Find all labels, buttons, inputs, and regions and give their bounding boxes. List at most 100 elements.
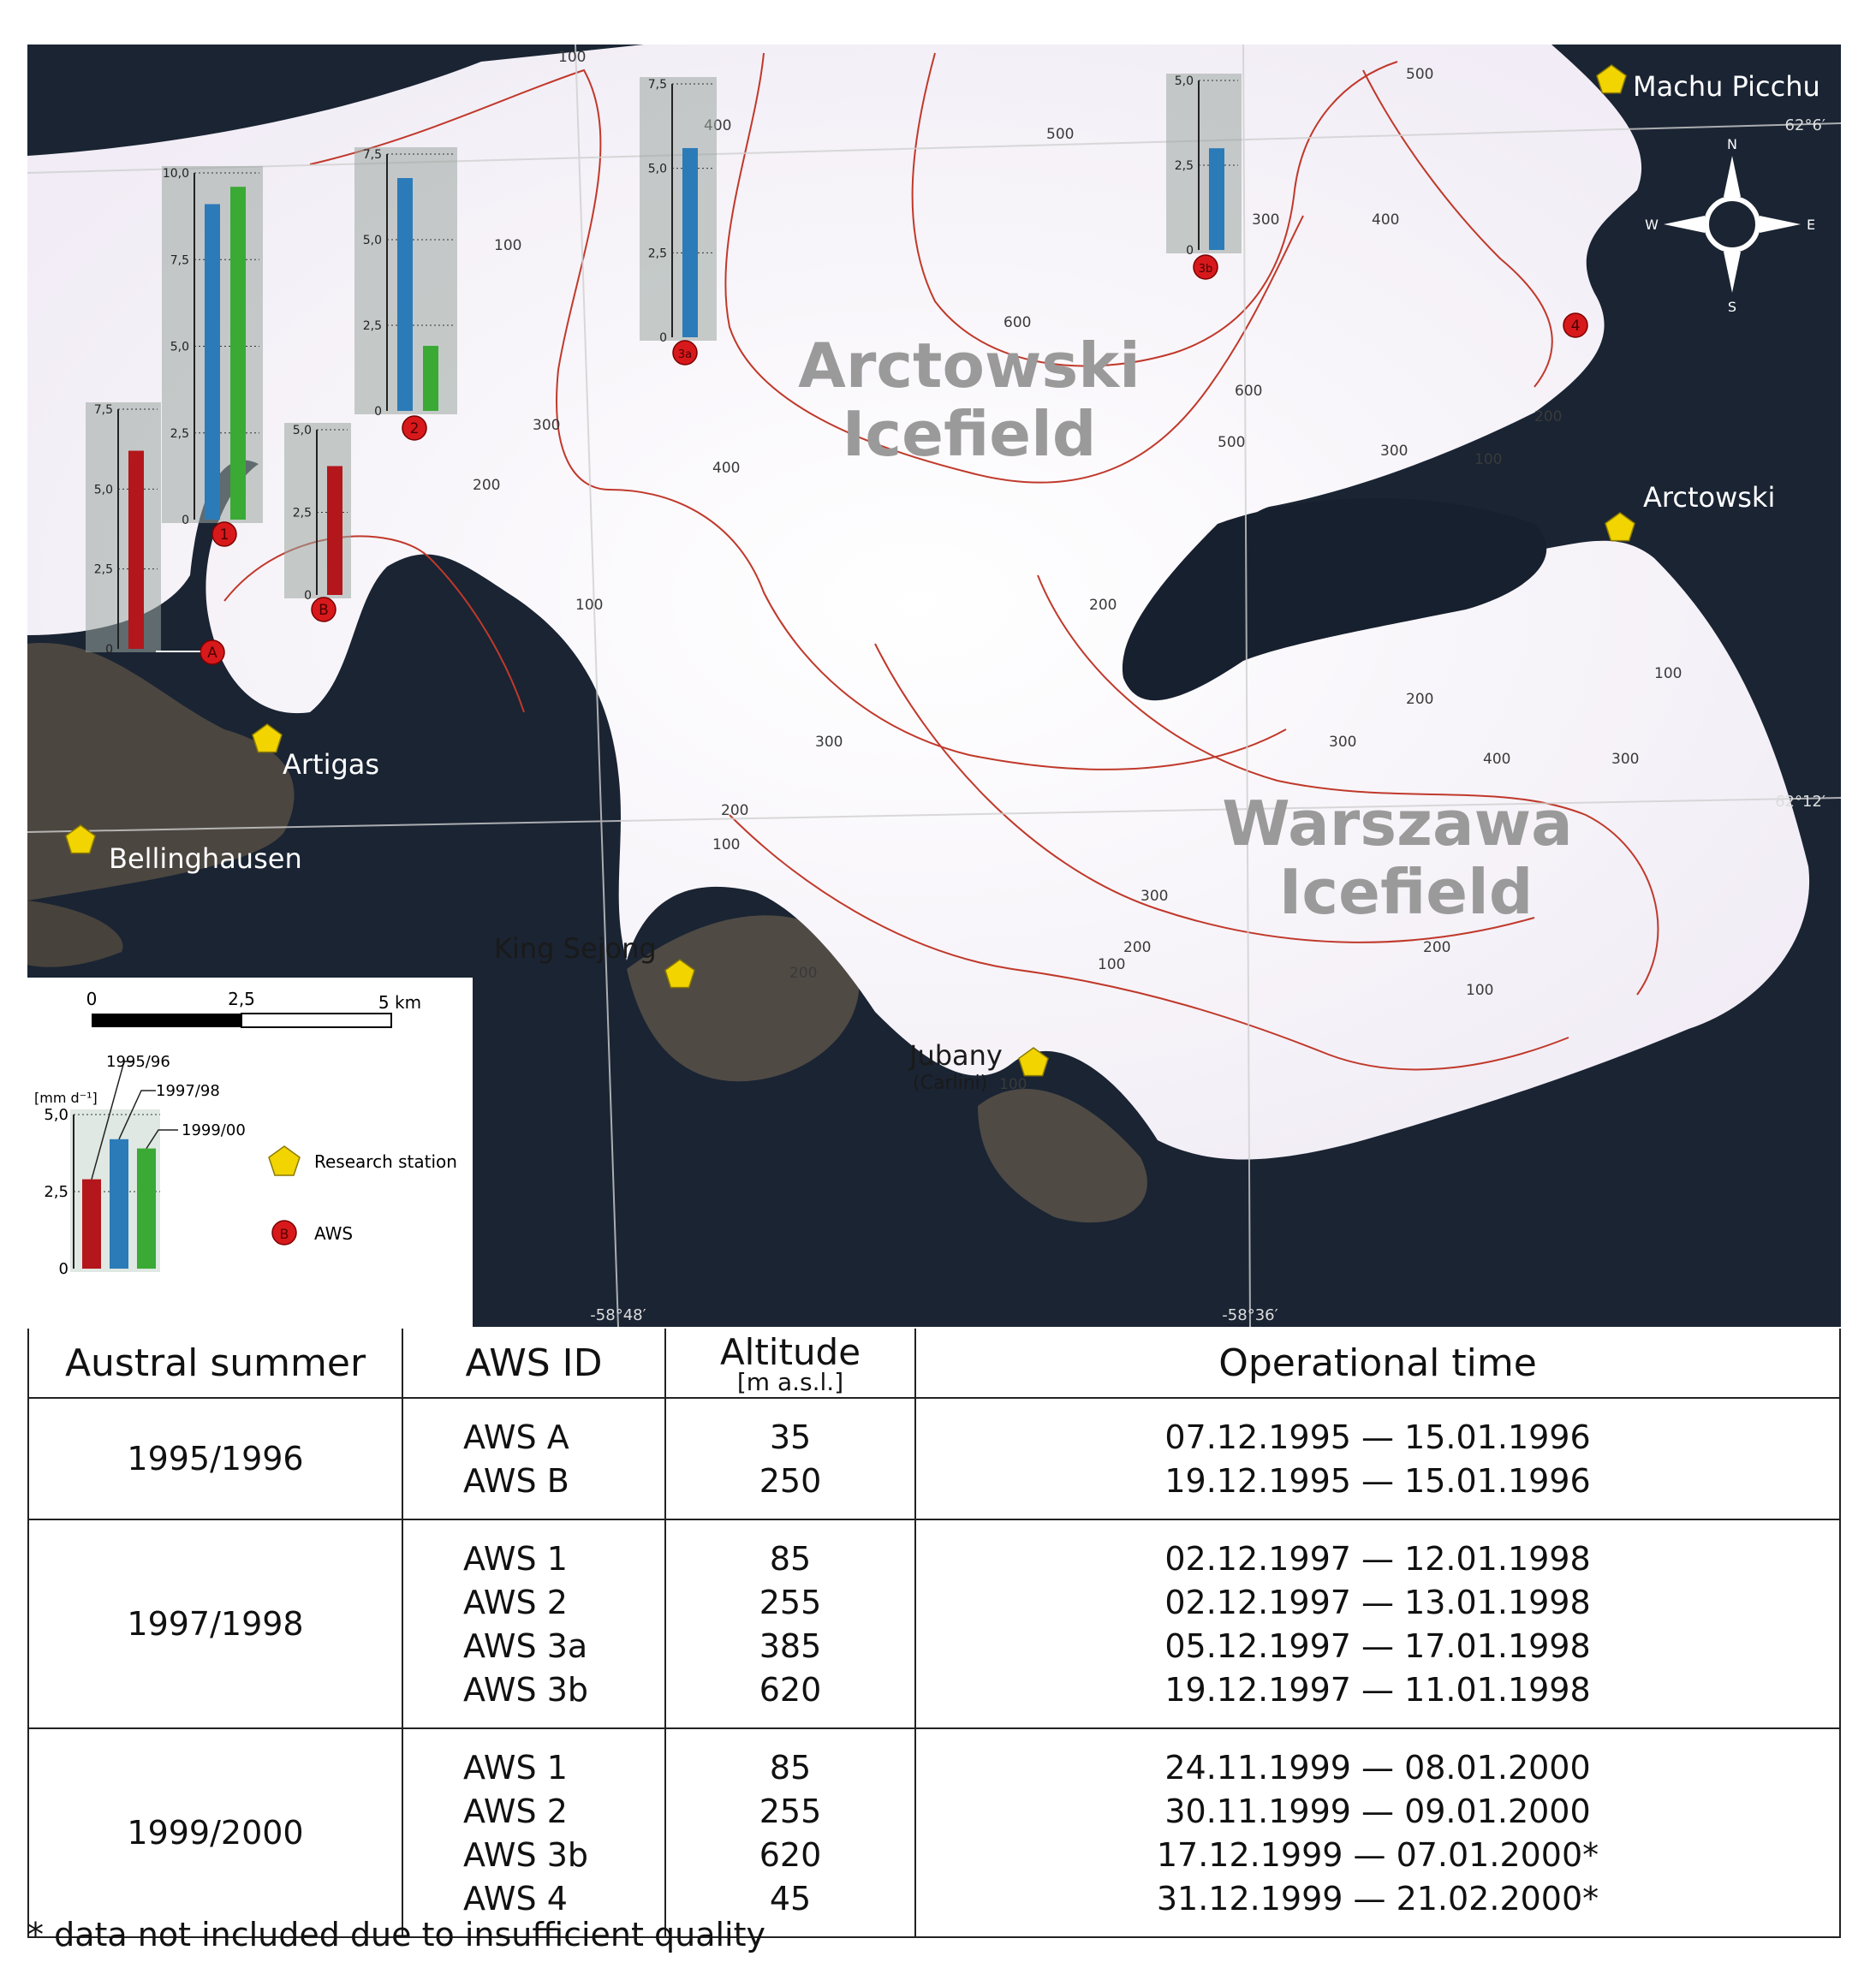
table-row-aws: AWS A	[463, 1418, 569, 1456]
table-group-row: 1995/1996 AWS A AWS B 35 250 07.12.1995 — 15.…	[27, 1398, 1841, 1520]
contour-label: 400	[712, 460, 740, 477]
table-row-aws: AWS B	[463, 1462, 569, 1500]
chart-tick-label: 2,5	[648, 247, 667, 260]
table-row-aws: AWS 2	[463, 1584, 568, 1621]
contour-label: 300	[1380, 443, 1408, 460]
aws-marker-label-1: 1	[220, 526, 229, 544]
chart-aws-B: 0 2,5 5,0	[284, 423, 351, 603]
legend-series-label: 1999/00	[182, 1121, 246, 1139]
table-row-aws: AWS 3b	[463, 1671, 588, 1709]
contour-label: 300	[815, 734, 843, 751]
chart-aws-3a: 0 2,5 5,0 7,5	[640, 77, 717, 345]
compass-arrow-w	[1664, 216, 1705, 233]
cell-op: 07.12.1995 — 15.01.1996 19.12.1995 — 15.0…	[914, 1398, 1841, 1520]
chart-tick-label: 7,5	[94, 403, 113, 417]
legend-bar-1995-96	[82, 1179, 101, 1269]
chart-tick-label: 2,5	[363, 319, 382, 333]
aws-marker-1	[211, 521, 237, 547]
station-jubany-sublabel: (Carlini)	[913, 1073, 987, 1094]
table-row-alt: 255	[759, 1584, 822, 1621]
table-group-row: 1999/2000 AWS 1 AWS 2 AWS 3b AWS 4 85 255 620 45…	[27, 1728, 1841, 1938]
contour-line	[724, 52, 1304, 484]
coord-lat-1: 62°6′	[1785, 116, 1825, 134]
chart-tick-label: 0	[182, 514, 189, 527]
table-header-row: Austral summer AWS ID Altitude [m a.s.l.…	[27, 1329, 1841, 1399]
contour-label: 200	[1534, 408, 1562, 425]
contour-line	[729, 814, 1569, 1071]
table-row-op: 07.12.1995 — 15.01.1996	[1164, 1418, 1591, 1456]
cell-op-list: 24.11.1999 — 08.01.2000 30.11.1999 — 09.0…	[916, 1729, 1839, 1936]
legend-bar-1999-00	[137, 1148, 156, 1269]
rocky-king-sejong	[627, 915, 860, 1082]
legend-series-label: 1995/96	[106, 1053, 170, 1071]
compass-arrow-e	[1760, 216, 1801, 233]
cell-austral-summer: 1999/2000	[27, 1728, 403, 1938]
contour-line	[874, 643, 1535, 943]
chart-background	[1166, 74, 1242, 253]
contour-label: 500	[1406, 66, 1433, 83]
rocky-coast-southwest	[27, 901, 123, 967]
table-row-op: 31.12.1999 — 21.02.2000*	[1156, 1880, 1599, 1918]
aws-marker-3a	[672, 340, 698, 366]
warszawa-icefield-label-line1: Warszawa	[1222, 788, 1572, 859]
table-row-aws: AWS 2	[463, 1793, 568, 1830]
aws-markers: A B 1 2 3a 3b 4	[156, 254, 1588, 665]
table-row-alt: 45	[769, 1880, 812, 1918]
aws-marker-label-4: 4	[1571, 318, 1581, 335]
compass-s: S	[1728, 299, 1736, 315]
contour-label: 300	[1252, 211, 1279, 229]
station-machu-picchu-icon	[1596, 64, 1627, 94]
table-row-op: 19.12.1997 — 11.01.1998	[1164, 1671, 1591, 1709]
contour-label: 100	[575, 597, 603, 614]
chart-tick-label: 0	[659, 331, 667, 345]
legend-station-icon	[268, 1145, 301, 1176]
contour-label: 200	[721, 802, 748, 819]
chart-background	[86, 402, 161, 652]
table-row-alt: 385	[759, 1627, 822, 1665]
compass-n: N	[1727, 136, 1737, 152]
cell-alt-list: 35 250	[666, 1399, 914, 1519]
aws-table: Austral summer AWS ID Altitude [m a.s.l.…	[27, 1329, 1841, 1938]
contour-label: 600	[1004, 314, 1031, 331]
cell-aws: AWS 1 AWS 2 AWS 3b AWS 4	[402, 1728, 666, 1938]
station-jubany-label: Jubany	[908, 1039, 1003, 1072]
legend-aws: AWS	[314, 1223, 353, 1244]
graticule-line	[575, 45, 619, 1327]
chart-bar-3a-1997-98	[682, 147, 698, 337]
scale-tick-5km: 5 km	[378, 992, 421, 1013]
station-artigas-icon	[252, 723, 283, 753]
contour-label: 200	[789, 965, 817, 982]
compass-e: E	[1807, 217, 1815, 233]
legend-unit: [mm d⁻¹]	[34, 1090, 98, 1106]
legend-tick-label: 5,0	[44, 1106, 68, 1124]
table-row-alt: 85	[769, 1540, 812, 1578]
chart-tick-label: 0	[374, 405, 382, 419]
table-row-alt: 620	[759, 1671, 822, 1709]
coordinate-labels: 62°6′ 62°12′ -58°48′ -58°36′	[590, 116, 1825, 1324]
ice-cap	[27, 45, 1810, 1160]
aws-marker-label-2: 2	[410, 420, 420, 437]
table-row-op: 30.11.1999 — 09.01.2000	[1164, 1793, 1591, 1830]
chart-tick-label: 2,5	[94, 563, 113, 577]
contour-label: 100	[1474, 451, 1502, 468]
map-panel: 100 100 100 200 200 300 300 400 400 500 500 600 600 1…	[27, 45, 1841, 1327]
header-aws-id: AWS ID	[402, 1329, 666, 1399]
chart-bar-A-1995-96	[128, 450, 144, 649]
table-row-op: 24.11.1999 — 08.01.2000	[1164, 1749, 1591, 1787]
chart-tick-label: 0	[304, 589, 312, 603]
station-machu-picchu-label: Machu Picchu	[1633, 70, 1820, 103]
table-row-alt: 620	[759, 1836, 822, 1874]
aws-marker-label-A: A	[207, 645, 217, 662]
cell-alt: 85 255 385 620	[664, 1519, 916, 1729]
contour-lines	[223, 52, 1659, 1071]
chart-tick-label: 7,5	[648, 78, 667, 92]
chart-aws-1: 0 2,5 5,0 7,5 10,0	[162, 166, 263, 527]
chart-tick-label: 2,5	[170, 427, 189, 441]
table-row-alt: 85	[769, 1749, 812, 1787]
contour-label: 300	[1611, 751, 1639, 768]
chart-tick-label: 5,0	[293, 424, 312, 437]
chart-tick-label: 5,0	[1175, 74, 1194, 88]
aws-marker-B	[311, 597, 336, 622]
contour-label: 300	[533, 417, 560, 434]
chart-bar-1-1997-98	[205, 204, 220, 520]
